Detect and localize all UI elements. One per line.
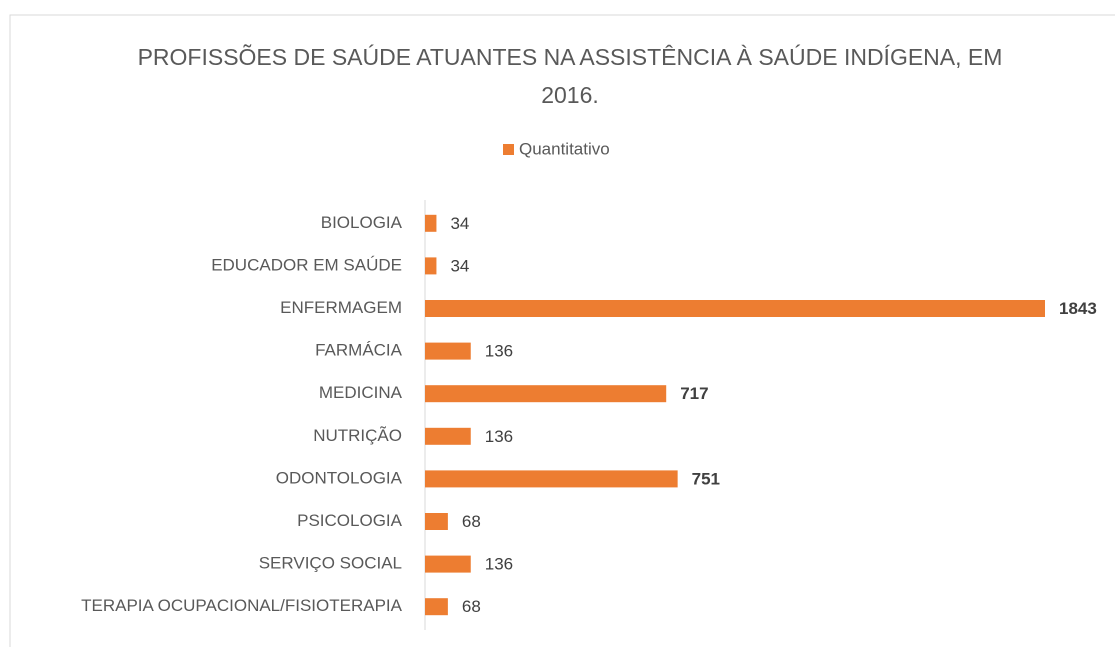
legend-swatch [503, 144, 514, 155]
bar [425, 300, 1045, 317]
y-tick-label: NUTRIÇÃO [313, 426, 402, 445]
data-label: 136 [485, 342, 513, 361]
chart-border [9, 14, 1115, 647]
data-label: 34 [450, 256, 469, 275]
y-tick-label: EDUCADOR EM SAÚDE [211, 255, 402, 274]
bar [425, 513, 448, 530]
bar [425, 555, 471, 573]
bar [425, 598, 448, 616]
y-tick-label: MEDICINA [319, 383, 403, 402]
y-tick-label: PSICOLOGIA [297, 511, 403, 530]
y-tick-label: ENFERMAGEM [280, 298, 402, 317]
y-tick-label: FARMÁCIA [315, 341, 403, 360]
data-label: 751 [692, 469, 720, 488]
data-label: 136 [485, 555, 513, 574]
bar [425, 385, 667, 403]
bar [425, 342, 471, 360]
bar [425, 427, 471, 445]
data-label: 717 [680, 384, 708, 403]
data-label: 68 [462, 512, 481, 531]
data-label: 68 [462, 597, 481, 616]
y-tick-label: ODONTOLOGIA [276, 468, 403, 487]
bar [425, 470, 678, 488]
legend-label: Quantitativo [519, 139, 610, 158]
y-tick-label: BIOLOGIA [321, 213, 403, 232]
chart-title: PROFISSÕES DE SAÚDE ATUANTES NA ASSISTÊN… [137, 44, 1003, 108]
y-tick-label: SERVIÇO SOCIAL [259, 554, 402, 573]
data-label: 136 [485, 427, 513, 446]
bar [425, 214, 437, 232]
bar [425, 257, 437, 275]
y-tick-label: TERAPIA OCUPACIONAL/FISIOTERAPIA [81, 596, 403, 615]
data-label: 1843 [1059, 299, 1097, 318]
data-label: 34 [450, 214, 469, 233]
